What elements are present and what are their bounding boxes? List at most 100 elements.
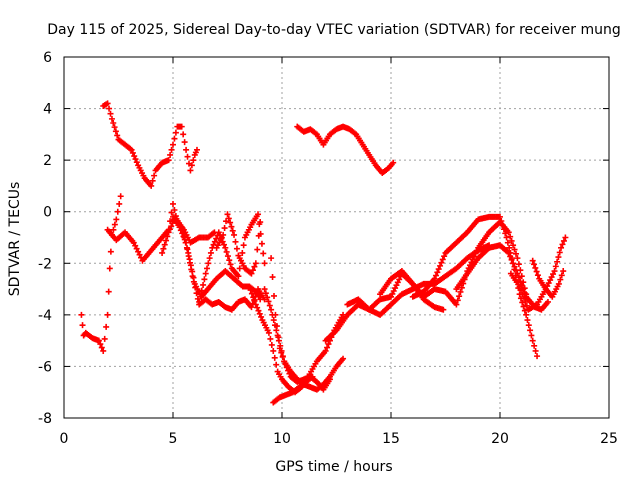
data-point bbox=[171, 206, 178, 213]
y-tick-label: 0 bbox=[43, 205, 52, 221]
data-point bbox=[188, 266, 195, 273]
data-point bbox=[511, 263, 518, 270]
data-point bbox=[190, 157, 197, 164]
data-point bbox=[252, 301, 259, 308]
data-point bbox=[251, 263, 258, 270]
data-point bbox=[103, 323, 110, 330]
data-point bbox=[272, 311, 279, 318]
data-point bbox=[184, 246, 191, 253]
data-point bbox=[544, 298, 551, 305]
data-point bbox=[324, 344, 331, 351]
data-point bbox=[557, 276, 564, 283]
series-track-18 bbox=[507, 234, 569, 313]
grid bbox=[64, 57, 609, 418]
data-point bbox=[97, 341, 104, 348]
data-point bbox=[133, 159, 140, 166]
data-point bbox=[516, 283, 523, 290]
data-point bbox=[193, 146, 200, 153]
data-point bbox=[523, 302, 530, 309]
data-point bbox=[279, 353, 286, 360]
data-point bbox=[95, 337, 102, 344]
data-point bbox=[273, 361, 280, 368]
data-point bbox=[515, 274, 522, 281]
data-point bbox=[108, 115, 115, 122]
data-point bbox=[497, 213, 503, 220]
data-point bbox=[511, 246, 518, 253]
series-track-19 bbox=[529, 257, 567, 300]
data-point bbox=[267, 335, 274, 342]
data-point bbox=[111, 221, 118, 228]
data-point bbox=[136, 251, 143, 258]
data-point bbox=[438, 259, 445, 266]
data-point bbox=[512, 267, 519, 274]
data-point bbox=[179, 230, 186, 237]
data-point bbox=[529, 257, 536, 264]
data-point bbox=[258, 240, 265, 247]
data-point bbox=[454, 297, 461, 304]
data-point bbox=[507, 253, 514, 260]
data-point bbox=[260, 250, 267, 257]
series-track-11 bbox=[268, 255, 333, 393]
axis-ticks: 0 5 10 15 20 25 -8 -6 -4 -2 0 2 4 6 bbox=[38, 50, 618, 447]
data-point bbox=[202, 270, 209, 277]
data-point bbox=[168, 146, 175, 153]
data-point bbox=[176, 224, 183, 231]
data-point bbox=[529, 337, 536, 344]
data-point bbox=[166, 226, 173, 233]
data-point bbox=[229, 227, 236, 234]
data-point bbox=[560, 237, 567, 244]
data-point bbox=[106, 105, 113, 112]
data-point bbox=[439, 256, 446, 263]
data-point bbox=[164, 233, 171, 240]
data-point bbox=[180, 131, 187, 138]
data-point bbox=[531, 342, 538, 349]
data-point bbox=[521, 307, 528, 314]
data-point bbox=[271, 354, 278, 361]
data-point bbox=[160, 245, 167, 252]
data-point bbox=[533, 268, 540, 275]
data-point bbox=[149, 177, 156, 184]
data-point bbox=[215, 229, 222, 236]
data-point bbox=[255, 211, 262, 218]
data-point bbox=[225, 215, 232, 222]
data-point bbox=[505, 229, 512, 236]
data-point bbox=[558, 244, 565, 251]
data-point bbox=[148, 182, 155, 189]
series-layer bbox=[78, 100, 569, 406]
data-point bbox=[113, 216, 120, 223]
data-point bbox=[453, 301, 460, 308]
data-point bbox=[435, 266, 442, 273]
data-point bbox=[527, 327, 534, 334]
data-point bbox=[508, 256, 515, 263]
data-point bbox=[534, 272, 541, 279]
data-point bbox=[165, 229, 172, 236]
data-point bbox=[247, 287, 254, 294]
y-tick-label: 4 bbox=[43, 102, 52, 118]
data-point bbox=[240, 242, 247, 249]
data-point bbox=[187, 259, 194, 266]
series-track-6 bbox=[170, 213, 268, 313]
data-point bbox=[551, 268, 558, 275]
data-point bbox=[545, 280, 552, 287]
data-point bbox=[224, 253, 231, 260]
data-point bbox=[220, 231, 227, 238]
data-point bbox=[556, 249, 563, 256]
data-point bbox=[271, 292, 278, 299]
data-point bbox=[221, 225, 228, 232]
data-point bbox=[502, 230, 509, 237]
data-point bbox=[268, 341, 275, 348]
data-point bbox=[178, 123, 185, 130]
data-point bbox=[532, 264, 539, 271]
data-point bbox=[106, 265, 113, 272]
y-tick-label: -8 bbox=[38, 411, 52, 427]
data-point bbox=[520, 295, 527, 302]
data-point bbox=[112, 128, 119, 135]
data-point bbox=[552, 263, 559, 270]
data-point bbox=[254, 246, 261, 253]
data-point bbox=[206, 255, 213, 262]
data-point bbox=[192, 284, 199, 291]
data-point bbox=[184, 153, 191, 160]
data-point bbox=[193, 290, 200, 297]
data-point bbox=[248, 290, 255, 297]
